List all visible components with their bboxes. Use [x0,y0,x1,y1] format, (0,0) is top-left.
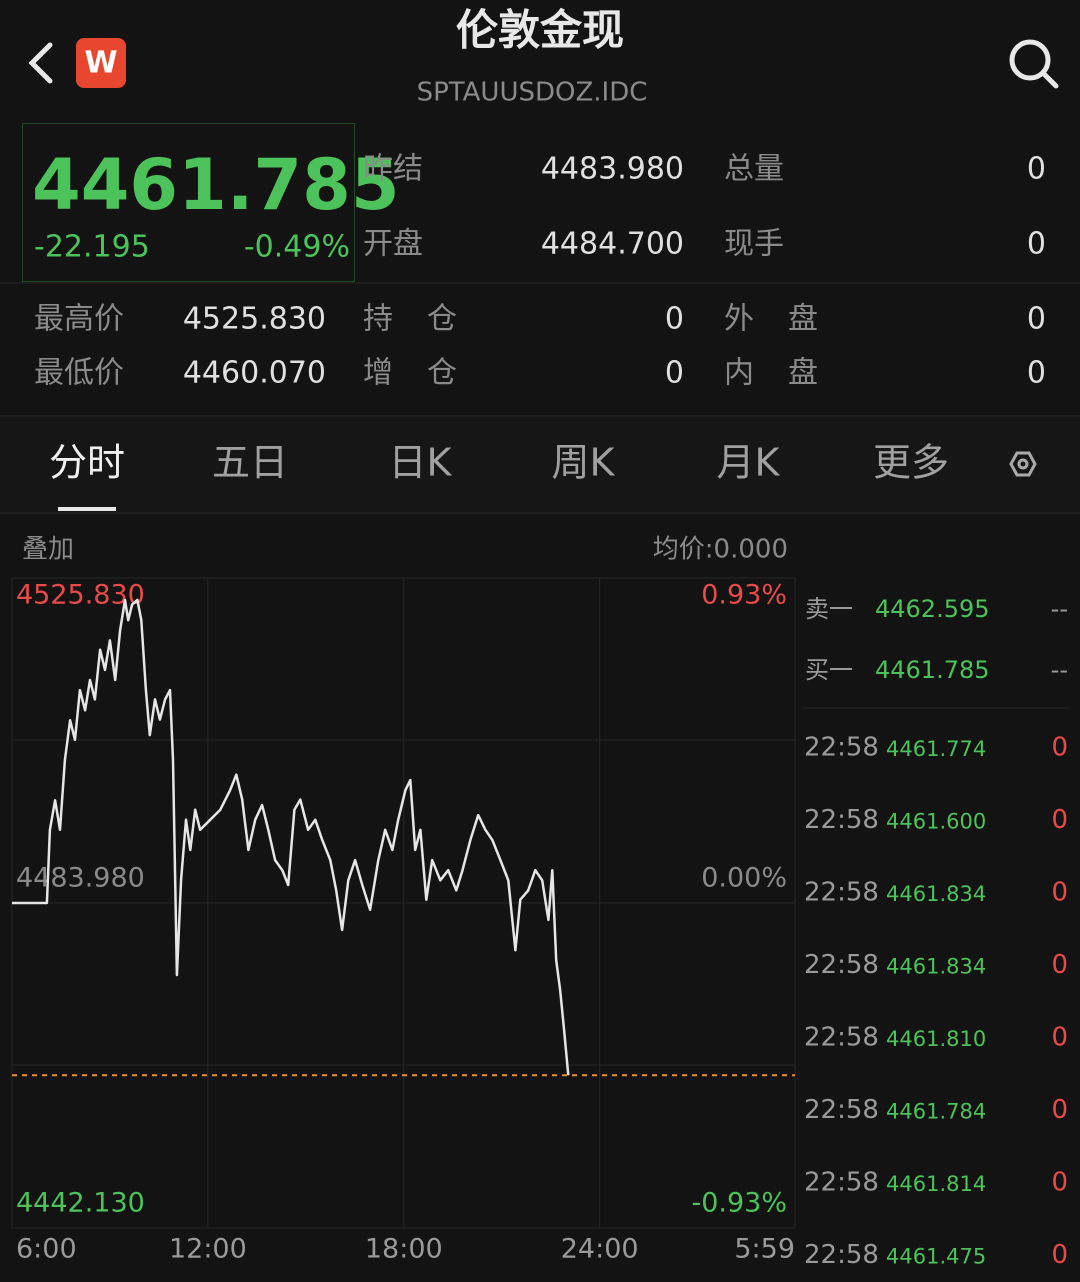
trade-price: 4461.834 [886,955,986,979]
book-price: 4461.785 [875,656,990,684]
trade-volume: 0 [1051,1095,1068,1125]
search-button[interactable] [1009,39,1059,89]
x-tick-label: 18:00 [365,1234,443,1265]
trade-volume: 0 [1051,805,1068,835]
price-line [12,598,570,1076]
y-tick-label: 4442.130 [16,1188,145,1219]
detail-value: 0 [665,356,684,391]
tab[interactable]: 月K [717,441,781,485]
trade-volume: 0 [1051,1023,1068,1053]
tab[interactable]: 五日 [212,441,288,485]
settings-button[interactable] [1009,451,1037,477]
trade-time: 22:58 [804,1023,879,1053]
app-icon[interactable] [76,38,126,88]
y2-tick-label: 0.93% [701,580,787,611]
stat-label: 总量 [724,152,784,187]
x-tick-label: 12:00 [169,1234,247,1265]
stat-label: 开盘 [363,227,423,262]
trade-price: 4461.600 [886,810,986,834]
trade-time: 22:58 [804,1240,879,1270]
trade-volume: 0 [1051,1168,1068,1198]
tab[interactable]: 更多 [873,441,949,485]
trade-time: 22:58 [804,1095,879,1125]
stat-value: 0 [1027,227,1046,262]
detail-value: 4460.070 [183,356,326,391]
detail-value: 0 [665,302,684,337]
back-button[interactable] [28,42,53,84]
change-pct: -0.49% [244,230,350,265]
trade-price: 4461.814 [886,1172,986,1196]
trade-price: 4461.810 [886,1027,986,1051]
trade-time: 22:58 [804,950,879,980]
tab-bar [0,416,1080,513]
trade-time: 22:58 [804,733,879,763]
change: -22.195 [34,230,150,265]
detail-label: 增仓 [363,356,491,391]
stat-value: 4484.700 [541,227,684,262]
price: 4461.785 [32,144,400,226]
subtitle: SPTAUUSDOZ.IDC [417,78,648,108]
book-price: 4462.595 [875,595,990,623]
trade-volume: 0 [1051,733,1068,763]
y-tick-label: 4483.980 [16,863,145,894]
trade-price: 4461.834 [886,882,986,906]
detail-value: 4525.830 [183,302,326,337]
overlay-button[interactable]: 叠加 [22,535,74,565]
tab[interactable]: 日K [389,441,453,485]
trade-price: 4461.774 [886,737,986,761]
stat-value: 4483.980 [541,152,684,187]
book-volume: -- [1051,595,1068,623]
tab[interactable]: 周K [552,441,616,485]
trade-price: 4461.784 [886,1100,986,1124]
avg-price: 均价:0.000 [653,535,788,565]
book-side: 卖一 [805,595,853,623]
detail-label: 内盘 [724,356,852,391]
detail-label: 最低价 [34,356,124,391]
x-tick-label: 6:00 [16,1234,77,1265]
y2-tick-label: -0.93% [691,1188,787,1219]
detail-label: 持仓 [363,302,491,337]
stat-label: 现手 [724,227,784,262]
trade-price: 4461.475 [886,1245,986,1269]
trade-volume: 0 [1051,950,1068,980]
book-side: 买一 [805,656,853,684]
detail-label: 外盘 [724,302,852,337]
tab-indicator [58,507,116,511]
trade-time: 22:58 [804,878,879,908]
x-tick-label: 24:00 [561,1234,639,1265]
trade-volume: 0 [1051,1240,1068,1270]
quote-box [22,123,355,282]
trade-time: 22:58 [804,805,879,835]
title: 伦敦金现 [456,6,624,55]
y2-tick-label: 0.00% [701,863,787,894]
tab[interactable]: 分时 [49,441,125,485]
detail-label: 最高价 [34,302,124,337]
search-icon [1040,70,1059,89]
stat-value: 0 [1027,152,1046,187]
detail-value: 0 [1027,356,1046,391]
trade-volume: 0 [1051,878,1068,908]
trade-time: 22:58 [804,1168,879,1198]
x-tick-label: 5:59 [734,1234,795,1265]
app-icon-letter: W [84,46,117,81]
book-volume: -- [1051,656,1068,684]
settings-icon [1017,458,1029,470]
stat-label: 昨结 [363,152,423,187]
search-icon [1009,39,1051,81]
detail-value: 0 [1027,302,1046,337]
